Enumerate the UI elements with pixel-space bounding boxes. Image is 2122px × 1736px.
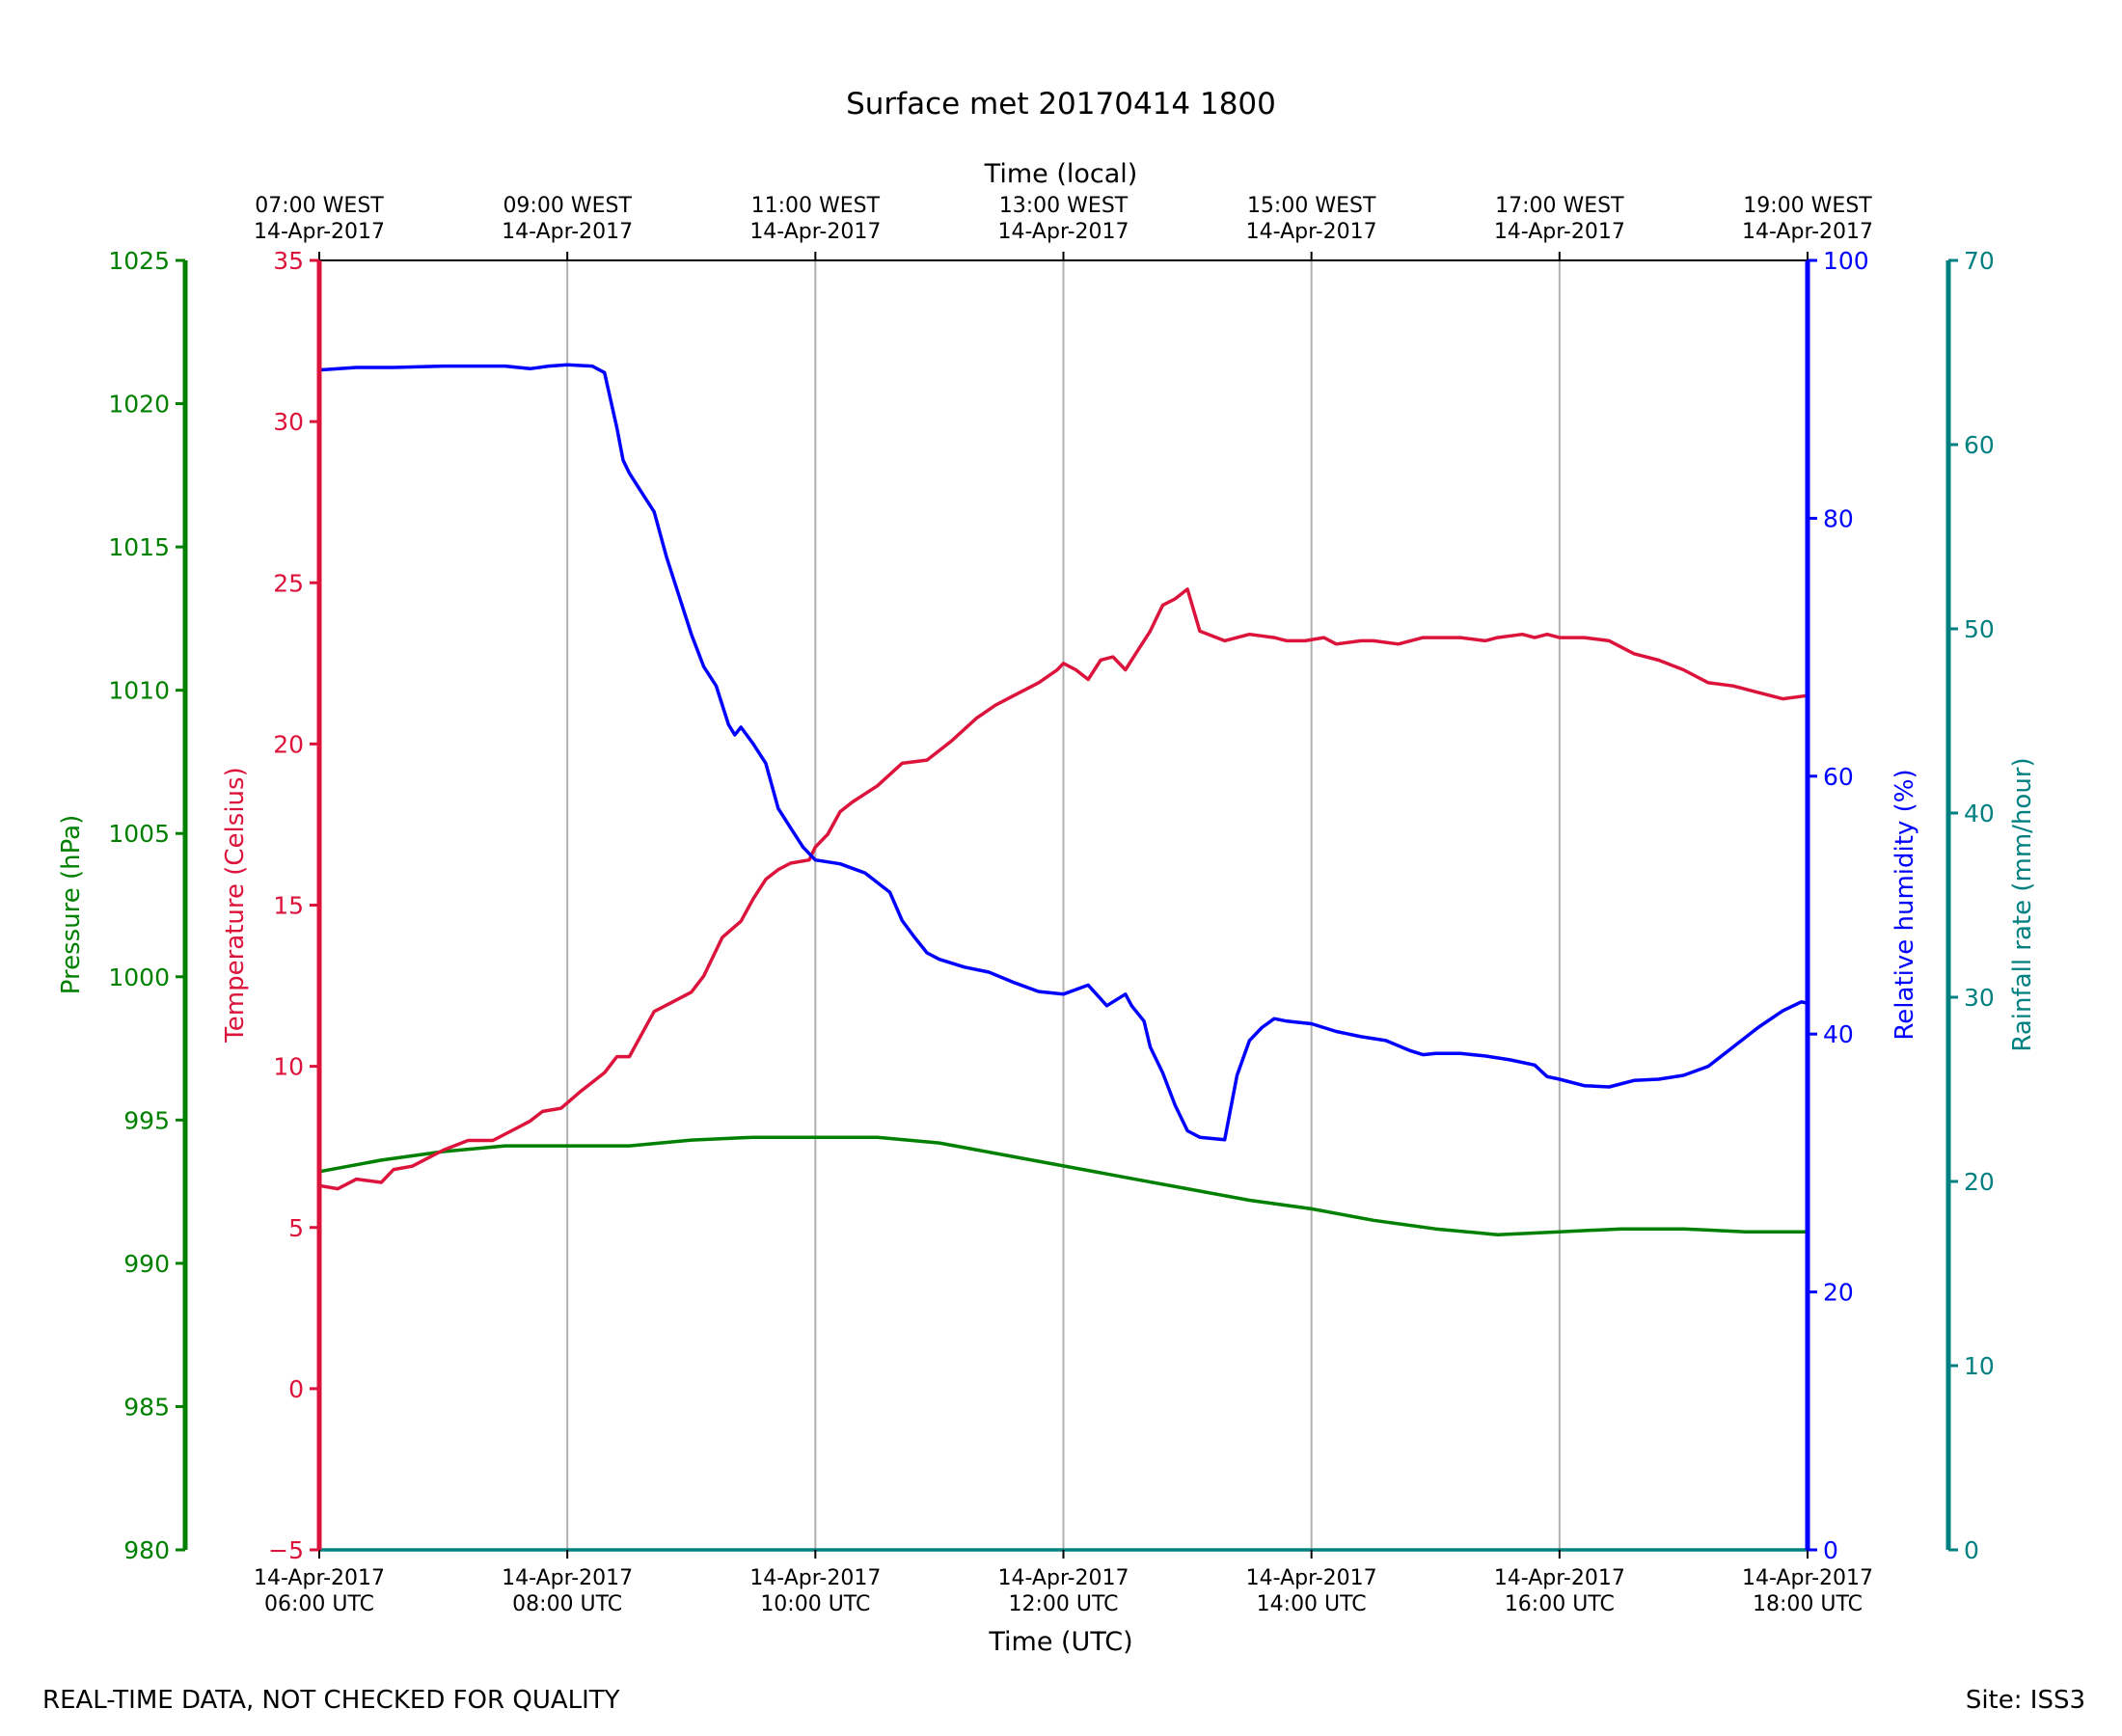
pressure-line <box>318 1135 1808 1236</box>
x-tick-label-time: 16:00 UTC <box>1505 1592 1615 1616</box>
x-tick-label-date: 14-Apr-2017 <box>749 1566 881 1590</box>
site-label: Site: ISS3 <box>1965 1686 2085 1715</box>
x-tick-label-time: 14:00 UTC <box>1257 1592 1367 1616</box>
x-tick-label-time: 12:00 UTC <box>1008 1592 1118 1616</box>
x-tick-label-date: 14-Apr-2017 <box>1494 1566 1625 1590</box>
top-tick-label-time: 13:00 WEST <box>999 194 1129 218</box>
top-tick-label-time: 17:00 WEST <box>1495 194 1624 218</box>
temperature-tick-label: 5 <box>288 1214 304 1242</box>
relative-humidity-line <box>318 363 1809 1142</box>
top-tick-label-date: 14-Apr-2017 <box>254 220 385 244</box>
humidity-tick-label: 40 <box>1823 1020 1854 1048</box>
rainfall-tick-label: 40 <box>1964 800 1995 827</box>
top-tick-label-date: 14-Apr-2017 <box>1246 220 1377 244</box>
pressure-tick-label: 980 <box>123 1536 170 1564</box>
x-tick-label-time: 10:00 UTC <box>760 1592 870 1616</box>
x-tick-label-time: 06:00 UTC <box>264 1592 374 1616</box>
pressure-tick-label: 985 <box>123 1393 170 1421</box>
top-tick-label-time: 09:00 WEST <box>503 194 632 218</box>
top-axis-label: Time (local) <box>984 159 1138 189</box>
rainfall-tick-label: 60 <box>1964 431 1995 459</box>
pressure-tick-label: 990 <box>123 1250 170 1278</box>
pressure-tick-label: 1015 <box>108 533 170 561</box>
temperature-axis-label: Temperature (Celsius) <box>221 767 250 1043</box>
top-tick-label-time: 11:00 WEST <box>751 194 881 218</box>
temperature-tick-label: 10 <box>273 1053 304 1081</box>
x-tick-label-time: 18:00 UTC <box>1753 1592 1863 1616</box>
grid-lines <box>566 260 1561 1550</box>
pressure-tick-label: 1005 <box>108 820 170 848</box>
pressure-axis-label: Pressure (hPa) <box>57 815 86 995</box>
x-tick-label-time: 08:00 UTC <box>512 1592 622 1616</box>
rainfall-tick-label: 50 <box>1964 615 1995 643</box>
top-tick-label-date: 14-Apr-2017 <box>997 220 1129 244</box>
temperature-tick-label: 0 <box>288 1375 304 1403</box>
rainfall-tick-label: 10 <box>1964 1352 1995 1380</box>
x-tick-label-date: 14-Apr-2017 <box>254 1566 385 1590</box>
humidity-tick-label: 80 <box>1823 504 1854 532</box>
top-tick-label-date: 14-Apr-2017 <box>1742 220 1873 244</box>
top-tick-label-time: 15:00 WEST <box>1247 194 1376 218</box>
pressure-tick-label: 1010 <box>108 677 170 705</box>
rainfall-tick-label: 30 <box>1964 984 1995 1012</box>
humidity-tick-label: 100 <box>1823 247 1869 275</box>
temperature-tick-label: 15 <box>273 892 304 920</box>
chart-title: Surface met 20170414 1800 <box>846 87 1276 122</box>
temperature-tick-label: 35 <box>273 247 304 275</box>
humidity-tick-label: 0 <box>1823 1536 1838 1564</box>
humidity-tick-label: 20 <box>1823 1279 1854 1307</box>
rainfall-axis-label: Rainfall rate (mm/hour) <box>2008 757 2037 1051</box>
rainfall-tick-label: 20 <box>1964 1168 1995 1196</box>
top-tick-label-date: 14-Apr-2017 <box>749 220 881 244</box>
temperature-tick-label: 30 <box>273 408 304 436</box>
temperature-tick-label: 25 <box>273 569 304 597</box>
y-axes: 980985990995100010051010101510201025−505… <box>108 247 1994 1564</box>
humidity-tick-label: 60 <box>1823 763 1854 791</box>
pressure-tick-label: 1020 <box>108 391 170 419</box>
temperature-tick-label: 20 <box>273 730 304 758</box>
top-tick-label-time: 07:00 WEST <box>255 194 384 218</box>
pressure-tick-label: 1000 <box>108 963 170 991</box>
rainfall-tick-label: 0 <box>1964 1536 1979 1564</box>
top-tick-label-date: 14-Apr-2017 <box>1494 220 1625 244</box>
temperature-tick-label: −5 <box>268 1536 304 1564</box>
x-tick-label-date: 14-Apr-2017 <box>997 1566 1129 1590</box>
rainfall-tick-label: 70 <box>1964 247 1995 275</box>
top-tick-label-date: 14-Apr-2017 <box>502 220 633 244</box>
x-tick-label-date: 14-Apr-2017 <box>502 1566 633 1590</box>
pressure-tick-label: 1025 <box>108 247 170 275</box>
quality-note: REAL-TIME DATA, NOT CHECKED FOR QUALITY <box>42 1686 620 1715</box>
pressure-tick-label: 995 <box>123 1106 170 1134</box>
top-tick-label-time: 19:00 WEST <box>1743 194 1872 218</box>
x-tick-label-date: 14-Apr-2017 <box>1742 1566 1873 1590</box>
temperature-line <box>318 587 1809 1191</box>
x-tick-label-date: 14-Apr-2017 <box>1246 1566 1377 1590</box>
x-axis-label: Time (UTC) <box>988 1627 1132 1657</box>
humidity-axis-label: Relative humidity (%) <box>1891 769 1919 1040</box>
